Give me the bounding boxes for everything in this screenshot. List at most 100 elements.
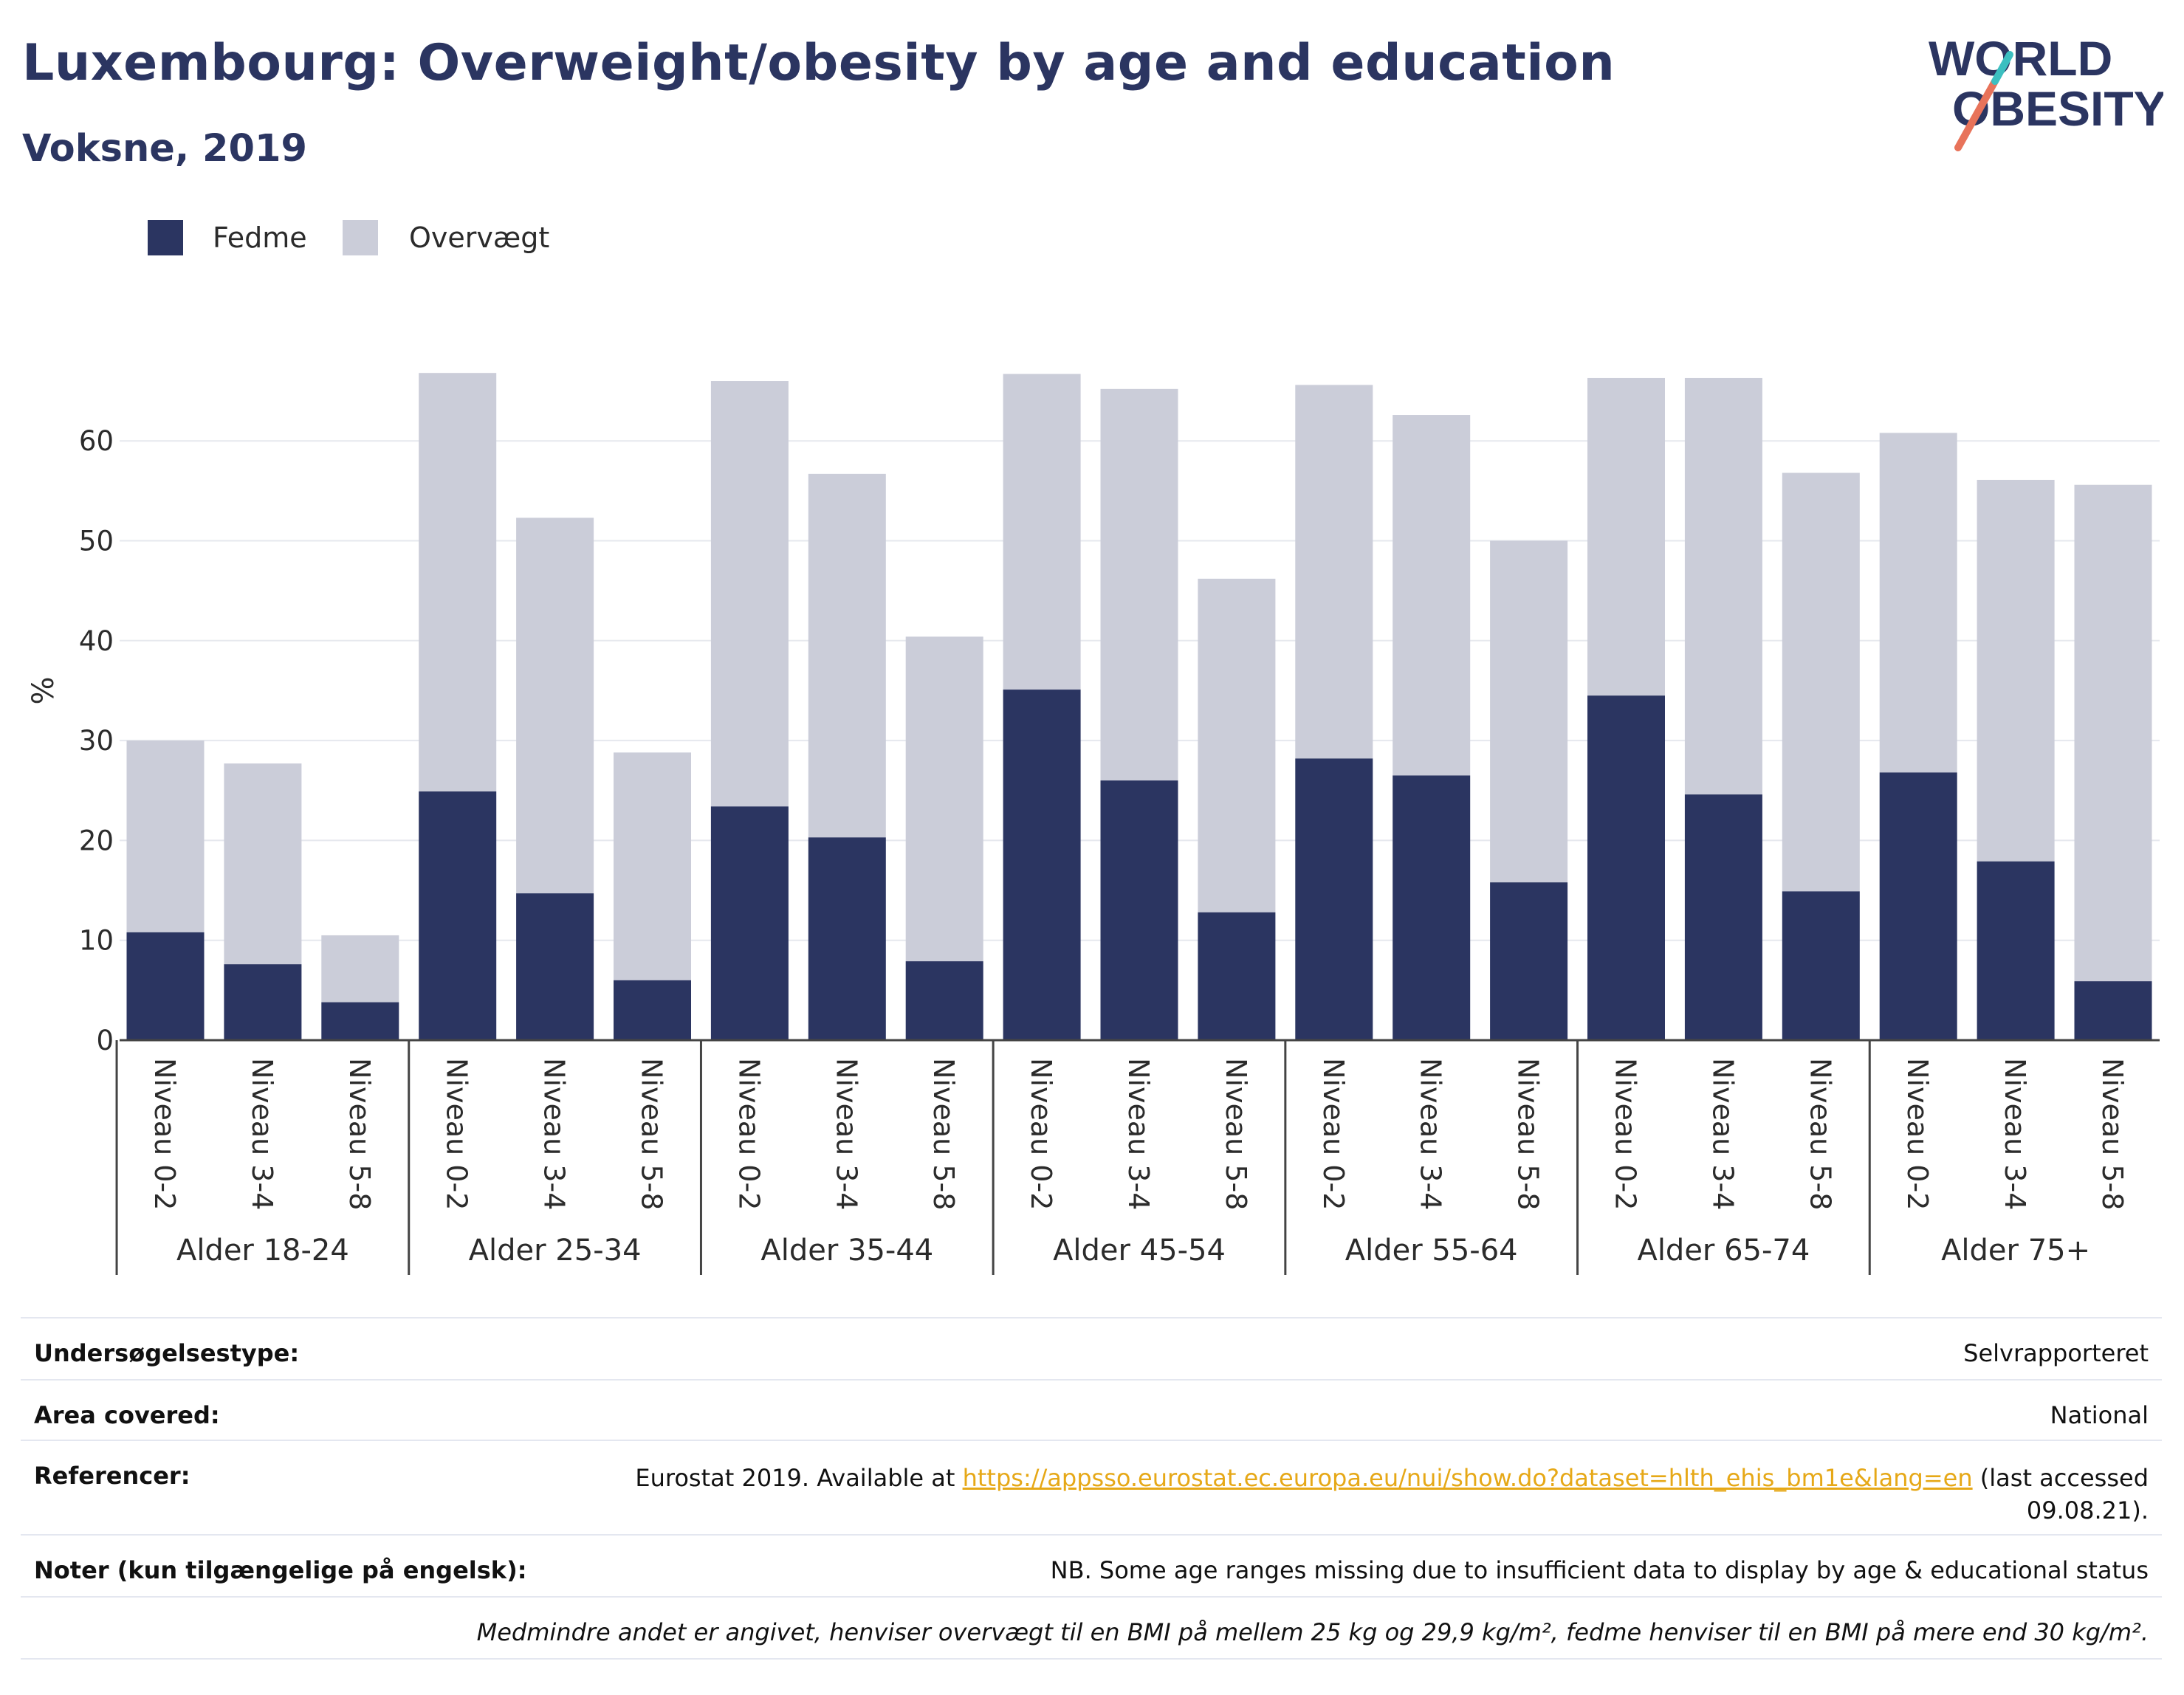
x-group-label: Alder 45-54	[1053, 1234, 1226, 1268]
bar-overvaegt	[1198, 578, 1276, 912]
x-group-label: Alder 18-24	[176, 1234, 349, 1268]
x-group-label: Alder 35-44	[760, 1234, 933, 1268]
legend-swatch-overvaegt	[343, 220, 378, 255]
bar-fedme	[1684, 794, 1762, 1040]
x-level-label: Niveau 3-4	[1999, 1058, 2031, 1210]
bar-fedme	[905, 961, 983, 1040]
y-tick-label: 50	[79, 526, 114, 557]
bar-overvaegt	[710, 381, 789, 807]
y-tick-label: 30	[79, 725, 114, 757]
bar-overvaegt	[516, 518, 594, 894]
bar-overvaegt	[1684, 377, 1762, 795]
bar-fedme	[1490, 882, 1568, 1040]
world-obesity-logo: WORLD OBESITY	[1929, 31, 2163, 151]
bar-fedme	[1977, 861, 2055, 1040]
bar-overvaegt	[321, 935, 399, 1003]
x-level-label: Niveau 3-4	[246, 1058, 278, 1210]
references-value: Eurostat 2019. Available at https://apps…	[635, 1462, 2149, 1527]
x-level-label: Niveau 5-8	[343, 1058, 376, 1210]
x-level-label: Niveau 3-4	[1122, 1058, 1155, 1210]
bar-fedme	[224, 964, 302, 1040]
bar-fedme	[2074, 981, 2152, 1040]
bar-fedme	[1393, 775, 1471, 1040]
bar-fedme	[419, 791, 497, 1040]
bmi-note: Medmindre andet er angivet, henviser ove…	[476, 1618, 2149, 1646]
bar-overvaegt	[1879, 433, 1957, 773]
survey-type-value: Selvrapporteret	[1963, 1339, 2149, 1367]
notes-value: NB. Some age ranges missing due to insuf…	[1050, 1556, 2149, 1584]
x-level-label: Niveau 5-8	[2096, 1058, 2129, 1210]
legend-label-overvaegt: Overvægt	[409, 221, 550, 254]
y-tick-label: 40	[79, 625, 114, 657]
bar-fedme	[1295, 758, 1373, 1040]
bar-overvaegt	[905, 636, 983, 962]
y-tick-label: 20	[79, 825, 114, 856]
info-row-survey-type: Undersøgelsestype: Selvrapporteret	[21, 1317, 2162, 1379]
bar-fedme	[614, 980, 691, 1040]
x-level-label: Niveau 5-8	[1804, 1058, 1836, 1210]
legend-swatch-fedme	[148, 220, 183, 255]
bar-overvaegt	[1782, 472, 1860, 892]
bar-overvaegt	[126, 740, 205, 932]
bar-fedme	[126, 932, 205, 1040]
bar-overvaegt	[808, 473, 886, 838]
x-level-label: Niveau 0-2	[148, 1058, 181, 1210]
x-group-label: Alder 25-34	[469, 1234, 642, 1268]
y-axis-title: %	[27, 676, 61, 704]
info-row-notes: Noter (kun tilgængelige på engelsk): NB.…	[21, 1534, 2162, 1596]
bar-overvaegt	[614, 752, 691, 980]
x-level-label: Niveau 0-2	[1901, 1058, 1934, 1210]
x-level-label: Niveau 5-8	[1220, 1058, 1252, 1210]
x-level-label: Niveau 3-4	[1415, 1058, 1447, 1210]
bar-overvaegt	[1100, 388, 1178, 781]
x-level-label: Niveau 3-4	[830, 1058, 862, 1210]
x-group-label: Alder 55-64	[1345, 1234, 1518, 1268]
references-link[interactable]: https://appsso.eurostat.ec.europa.eu/nui…	[962, 1464, 1973, 1492]
x-level-label: Niveau 5-8	[927, 1058, 960, 1210]
x-level-label: Niveau 0-2	[441, 1058, 473, 1210]
bar-fedme	[710, 806, 789, 1040]
references-label: Referencer:	[34, 1462, 190, 1490]
page-title: Luxembourg: Overweight/obesity by age an…	[22, 34, 1615, 92]
bar-overvaegt	[1393, 415, 1471, 776]
info-row-area: Area covered: National	[21, 1379, 2162, 1440]
references-prefix: Eurostat 2019. Available at	[635, 1464, 963, 1492]
bar-fedme	[808, 837, 886, 1040]
bar-fedme	[516, 893, 594, 1040]
logo-line1: WORLD	[1929, 31, 2112, 86]
y-tick-label: 60	[79, 425, 114, 457]
x-level-label: Niveau 0-2	[1025, 1058, 1057, 1210]
x-level-label: Niveau 0-2	[1317, 1058, 1350, 1210]
area-label: Area covered:	[34, 1401, 220, 1429]
x-group-label: Alder 75+	[1941, 1234, 2090, 1268]
bar-fedme	[1782, 891, 1860, 1040]
bar-overvaegt	[1587, 377, 1665, 696]
y-tick-label: 0	[96, 1025, 114, 1056]
bar-fedme	[1879, 772, 1957, 1040]
bar-fedme	[1100, 780, 1178, 1040]
bar-fedme	[1198, 912, 1276, 1040]
page-subtitle: Voksne, 2019	[22, 127, 307, 171]
bar-fedme	[1003, 690, 1081, 1040]
bar-fedme	[321, 1002, 399, 1040]
info-row-references: Referencer: Eurostat 2019. Available at …	[21, 1440, 2162, 1534]
bar-overvaegt	[1977, 479, 2055, 862]
stacked-bar-chart: 0 10 20 30 40 50 60% Niveau 0-2 Niveau 3-4 Niveau…	[27, 373, 2160, 1275]
references-suffix: (last accessed	[1972, 1464, 2149, 1492]
x-level-label: Niveau 3-4	[1706, 1058, 1739, 1210]
legend-label-fedme: Fedme	[213, 221, 307, 254]
x-level-label: Niveau 0-2	[1610, 1058, 1642, 1210]
bar-overvaegt	[419, 373, 497, 792]
x-level-label: Niveau 3-4	[538, 1058, 571, 1210]
y-tick-label: 10	[79, 925, 114, 957]
area-value: National	[2050, 1401, 2149, 1429]
bar-overvaegt	[1295, 385, 1373, 759]
notes-label: Noter (kun tilgængelige på engelsk):	[34, 1556, 527, 1584]
x-level-label: Niveau 5-8	[1512, 1058, 1545, 1210]
survey-type-label: Undersøgelsestype:	[34, 1339, 300, 1367]
bar-overvaegt	[1490, 540, 1568, 883]
x-group-label: Alder 65-74	[1637, 1234, 1810, 1268]
x-level-label: Niveau 5-8	[636, 1058, 668, 1210]
bar-overvaegt	[1003, 374, 1081, 690]
bar-overvaegt	[224, 763, 302, 965]
